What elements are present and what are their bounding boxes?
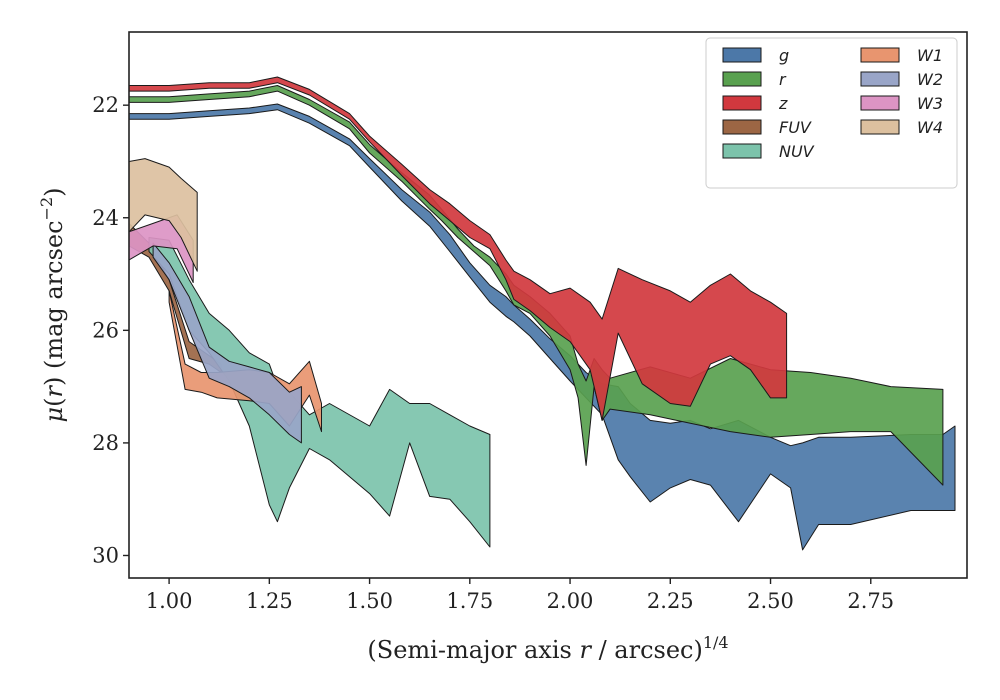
plot-frame xyxy=(128,31,968,579)
legend-label-nuv: NUV xyxy=(779,142,815,161)
legend-swatch-w1 xyxy=(860,47,900,63)
x-tick-label: 1.25 xyxy=(246,589,293,613)
x-axis: 1.00 1.25 1.50 1.75 2.00 2.25 2.50 2.75 xyxy=(146,578,894,613)
legend-swatch-w2 xyxy=(860,71,900,87)
y-axis-label: μ(r) (mag arcsec−2) xyxy=(37,187,68,422)
legend-swatch-nuv xyxy=(722,143,762,159)
legend-label-w4: W4 xyxy=(917,118,943,137)
series-band-z xyxy=(129,76,788,421)
y-axis: 22 24 26 28 30 xyxy=(92,93,129,567)
plot-areas xyxy=(129,76,956,551)
legend-swatch-fuv xyxy=(722,119,762,135)
legend-swatch-z xyxy=(722,95,762,111)
legend-label-z: z xyxy=(778,94,788,113)
x-tick-label: 1.50 xyxy=(346,589,393,613)
legend-label-w3: W3 xyxy=(917,94,943,113)
x-tick-label: 2.00 xyxy=(547,589,594,613)
series-band-g xyxy=(129,103,956,551)
legend-swatch-w3 xyxy=(860,95,900,111)
legend: grz FUV NUV W1 W2 W3 W4 xyxy=(705,37,958,189)
x-axis-label: (Semi-major axis r / arcsec)1/4 xyxy=(367,633,728,664)
legend-label-w2: W2 xyxy=(917,70,943,89)
y-tick-label: 22 xyxy=(92,93,119,117)
legend-label-r: r xyxy=(779,70,787,89)
series-band-w2 xyxy=(152,242,302,444)
legend-swatch-g xyxy=(722,47,762,63)
y-tick-label: 30 xyxy=(92,543,119,567)
series-band-nuv xyxy=(148,237,491,548)
x-tick-label: 1.00 xyxy=(146,589,193,613)
y-tick-label: 28 xyxy=(92,431,119,455)
x-tick-label: 2.75 xyxy=(847,589,894,613)
x-tick-label: 1.75 xyxy=(446,589,493,613)
y-tick-label: 24 xyxy=(92,206,119,230)
legend-label-w1: W1 xyxy=(917,46,943,65)
x-tick-label: 2.50 xyxy=(747,589,794,613)
series-band-w4 xyxy=(129,158,198,272)
legend-label-fuv: FUV xyxy=(779,118,812,137)
legend-swatch-w4 xyxy=(860,119,900,135)
x-tick-label: 2.25 xyxy=(647,589,694,613)
y-tick-label: 26 xyxy=(92,318,119,342)
legend-swatch-r xyxy=(722,71,762,87)
legend-label-g: g xyxy=(779,46,789,65)
